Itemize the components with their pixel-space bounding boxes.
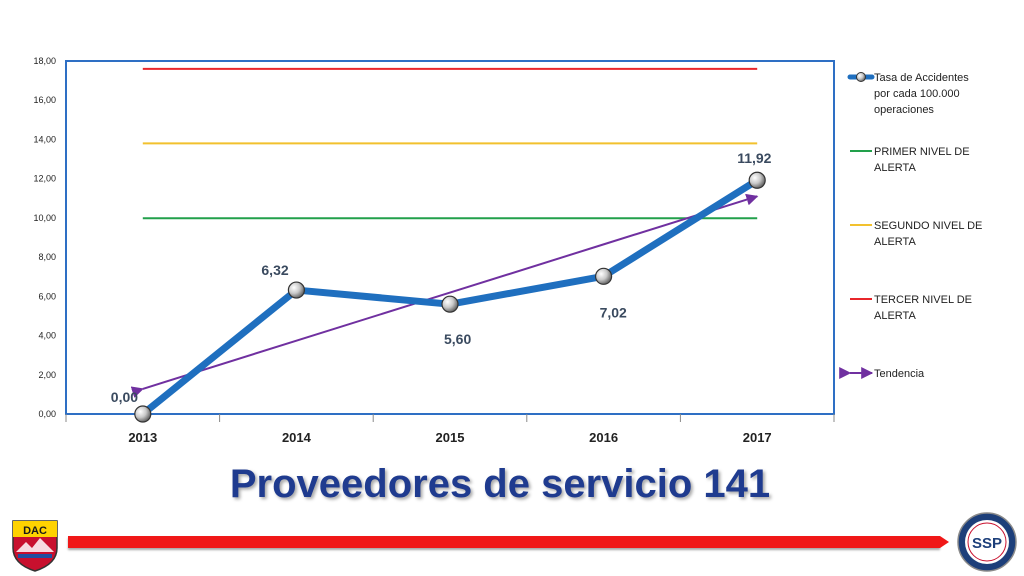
y-tick-label: 6,00 xyxy=(38,291,56,301)
legend-accident-rate: Tasa de Accidentes por cada 100.000 operac… xyxy=(874,72,969,116)
data-point-marker xyxy=(748,171,766,189)
y-tick-label: 4,00 xyxy=(38,331,56,341)
y-tick-label: 16,00 xyxy=(33,95,56,105)
slide-title: Proveedores de servicio 141 xyxy=(229,462,771,506)
legend-alert-level-2: SEGUNDO NIVEL DE ALERTA xyxy=(874,220,982,248)
data-point-marker xyxy=(441,295,459,313)
legend-alert-level-1: PRIMER NIVEL DE ALERTA xyxy=(874,146,970,174)
plot-area-frame xyxy=(65,60,835,415)
y-tick-label: 18,00 xyxy=(33,56,56,66)
dac-logo: DAC xyxy=(12,520,58,572)
x-tick-label: 2016 xyxy=(589,430,618,445)
data-label: 5,60 xyxy=(444,331,471,347)
data-label: 6,32 xyxy=(261,262,288,278)
y-tick-label: 8,00 xyxy=(38,252,56,262)
data-label: 7,02 xyxy=(600,304,627,320)
y-tick-label: 14,00 xyxy=(33,134,56,144)
data-point-marker xyxy=(287,281,305,299)
x-tick-label: 2017 xyxy=(743,430,772,445)
legend-alert-level-3: TERCER NIVEL DE ALERTA xyxy=(874,294,972,322)
ssp-logo: SSP xyxy=(957,512,1017,572)
y-tick-label: 0,00 xyxy=(38,409,56,419)
dac-logo-text: DAC xyxy=(23,525,47,537)
data-point-marker xyxy=(134,405,152,423)
legend-marker xyxy=(856,72,866,82)
y-tick-label: 10,00 xyxy=(33,213,56,223)
ssp-logo-text: SSP xyxy=(972,535,1002,552)
y-tick-label: 12,00 xyxy=(33,174,56,184)
red-divider-arrow-tip xyxy=(940,536,949,548)
data-point-marker xyxy=(594,267,613,285)
data-label: 11,92 xyxy=(737,150,771,166)
accident-rate-chart: 0,00 2,00 4,00 6,00 8,00 10,00 12,00 14,00 16,00… xyxy=(33,56,982,445)
x-tick-label: 2015 xyxy=(436,430,465,445)
red-divider-bar xyxy=(68,536,940,548)
legend-trend: Tendencia xyxy=(874,368,925,380)
y-tick-label: 2,00 xyxy=(38,370,56,380)
trend-line xyxy=(130,193,759,398)
x-tick-label: 2013 xyxy=(128,430,157,445)
x-tick-label: 2014 xyxy=(282,430,312,445)
data-label: 0,00 xyxy=(111,389,138,405)
